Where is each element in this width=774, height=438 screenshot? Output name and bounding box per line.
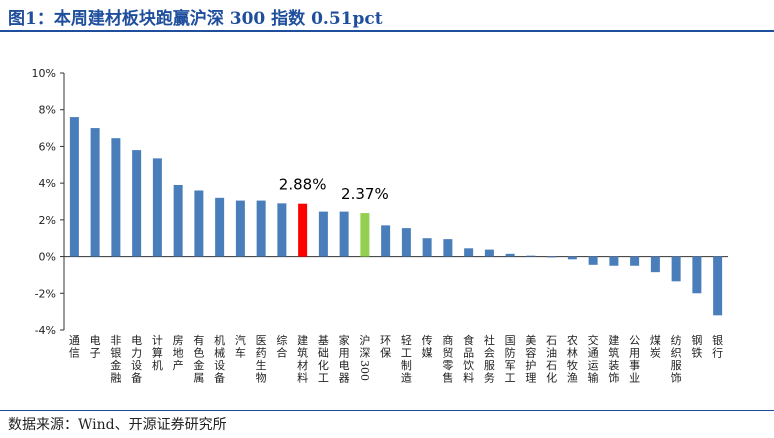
x-category-label: 房地产: [173, 334, 184, 372]
bar-chart: 10% 8% 6% 4% 2% 0% -2% -4% 通信电子非银金融电力设备计算机房地产有色…: [32, 67, 728, 385]
bar-11: [298, 203, 308, 257]
x-category-label: 农林牧渔: [567, 333, 578, 385]
bar-12: [318, 211, 328, 257]
x-category-label: 有色金属: [193, 333, 204, 385]
x-category-label: 非银金融: [110, 334, 121, 385]
bar-0: [69, 117, 79, 257]
x-category-label: 电力设备: [131, 334, 142, 385]
bar-30: [692, 256, 702, 294]
x-category-label: 电子: [90, 334, 101, 360]
bar-17: [422, 238, 432, 257]
labels-layer: 通信电子非银金融电力设备计算机房地产有色金属机械设备汽车医药生物综合建筑材料基础…: [69, 176, 723, 385]
chart-title: 图1：本周建材板块跑赢沪深 300 指数 0.51pct: [8, 9, 383, 29]
bar-14: [360, 213, 370, 257]
bar-1: [90, 128, 100, 257]
x-category-label: 食品饮料: [463, 333, 474, 385]
y-tick-label: 10%: [32, 67, 56, 80]
data-label-0: 2.88%: [279, 176, 327, 194]
x-category-label: 交通运输: [588, 333, 599, 385]
bar-24: [567, 256, 577, 260]
x-category-label: 建筑装饰: [608, 333, 619, 385]
data-label-1: 2.37%: [341, 185, 389, 203]
y-tick-label: 0%: [39, 251, 56, 264]
bar-5: [173, 184, 183, 257]
y-tick-label: 6%: [39, 140, 56, 153]
x-category-label: 煤炭: [650, 334, 661, 360]
bar-3: [132, 150, 142, 257]
x-category-label: 计算机: [152, 334, 163, 372]
bar-23: [547, 256, 557, 258]
x-category-label: 机械设备: [214, 333, 225, 385]
y-tick-label: 4%: [39, 177, 56, 190]
source-note: 数据来源：Wind、开源证券研究所: [8, 417, 227, 433]
x-category-label: 汽车: [235, 333, 246, 360]
x-category-label: 公用事业: [629, 334, 640, 385]
x-category-label: 钢铁: [691, 334, 702, 360]
bar-27: [630, 256, 640, 266]
bar-31: [713, 256, 723, 316]
x-category-digits: 300: [358, 360, 371, 381]
bar-15: [381, 225, 391, 257]
x-category-label: 国防军工: [505, 334, 516, 385]
x-category-label: 纺织服饰: [671, 333, 682, 385]
bar-20: [484, 249, 494, 257]
footer-divider: [0, 410, 774, 411]
x-category-label: 传媒: [422, 334, 433, 360]
bar-19: [464, 248, 474, 257]
bar-9: [256, 200, 266, 257]
y-tick-label: 8%: [39, 104, 56, 117]
bar-7: [215, 197, 225, 257]
bar-4: [152, 158, 162, 257]
x-category-label: 环保: [380, 334, 391, 360]
x-category-label: 基础化工: [318, 334, 329, 385]
bar-8: [235, 200, 245, 257]
bar-6: [194, 190, 204, 257]
x-category-label: 美容护理: [525, 334, 536, 385]
bar-10: [277, 203, 287, 257]
bar-18: [443, 239, 453, 257]
bars-layer: [69, 117, 723, 316]
x-category-label: 商贸零售: [442, 333, 453, 385]
bar-21: [505, 253, 515, 257]
x-category-label: 石油石化: [546, 334, 557, 385]
bar-16: [401, 228, 411, 257]
bar-25: [588, 256, 598, 265]
bar-28: [650, 256, 660, 273]
x-category-label: 家用电器: [339, 333, 350, 385]
bar-26: [609, 256, 619, 266]
bar-13: [339, 211, 349, 257]
bar-29: [671, 256, 681, 282]
y-tick-label: 2%: [39, 214, 56, 227]
bar-2: [111, 138, 121, 257]
title-divider: [0, 30, 774, 32]
x-category-label: 社会服务: [484, 333, 495, 385]
y-tick-label: -4%: [35, 324, 56, 337]
x-category-label: 医药生物: [256, 334, 267, 385]
axis-layer: 10% 8% 6% 4% 2% 0% -2% -4%: [32, 67, 728, 337]
x-category-label: 轻工制造: [401, 333, 412, 385]
x-category-label: 通信: [69, 334, 80, 360]
x-category-label: 银行: [712, 333, 723, 360]
x-category-label: 建筑材料: [297, 333, 308, 385]
x-category-label: 沪深: [359, 333, 370, 360]
bar-22: [526, 255, 536, 257]
x-category-label: 综合: [276, 333, 287, 360]
y-tick-label: -2%: [35, 287, 56, 300]
